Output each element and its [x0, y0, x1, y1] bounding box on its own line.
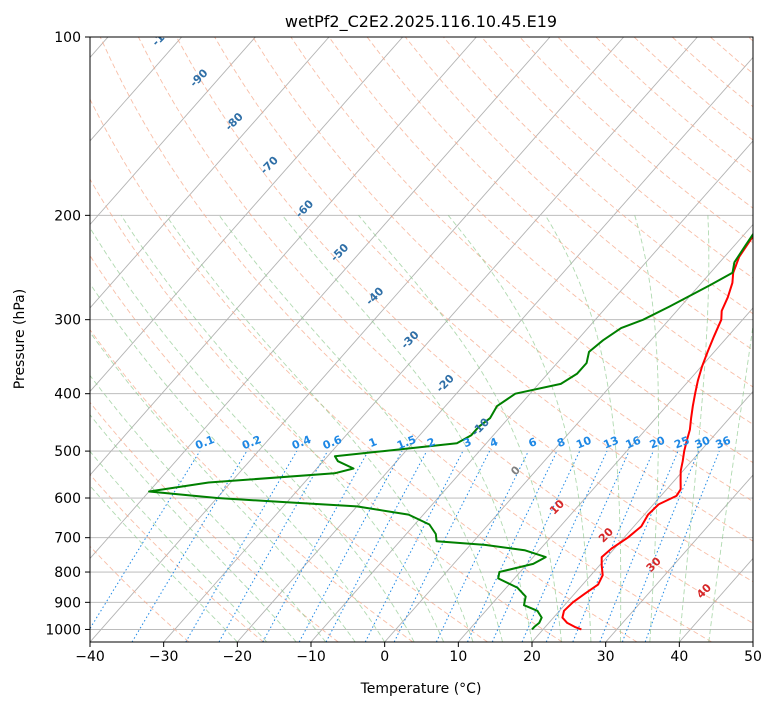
dry-adiabat-line: [176, 37, 753, 583]
dry-adiabat-line: [90, 178, 563, 642]
x-tick-label: 20: [523, 649, 541, 665]
isotherm-line: [90, 37, 625, 642]
dry-adiabat-line: [90, 473, 264, 642]
moist-adiabat-line: [544, 215, 622, 642]
y-tick-label: 500: [54, 444, 81, 460]
sounding-series: [148, 232, 753, 631]
x-tick-label: −30: [149, 649, 179, 665]
moist-adiabat-line: [165, 215, 474, 642]
y-tick-label: 800: [54, 565, 81, 581]
isotherm-line: [384, 223, 753, 642]
y-tick-label: 100: [54, 30, 81, 46]
moist-adiabat-line: [90, 282, 386, 642]
y-tick-label: 400: [54, 387, 81, 403]
dry-adiabat-line: [90, 328, 414, 642]
x-tick-label: 30: [597, 649, 615, 665]
x-axis-ticks: −40 −30 −20 −10 0 10 20 30 40 50: [75, 642, 762, 665]
mixing-ratio-label: 2: [425, 435, 437, 450]
moist-adiabat-line: [358, 215, 562, 642]
mixing-ratio-label: 16: [624, 434, 643, 452]
dry-adiabat-line: [137, 37, 753, 624]
mixing-ratio-line: [393, 450, 491, 642]
mixing-ratio-label: 1: [367, 435, 379, 450]
x-tick-label: −40: [75, 649, 105, 665]
x-tick-label: 50: [744, 649, 762, 665]
moist-adiabat-line: [678, 215, 710, 642]
dry-adiabat-line: [328, 37, 753, 425]
dry-adiabat-line: [99, 37, 712, 642]
isotherm-line: [90, 37, 551, 560]
x-tick-label: 0: [380, 649, 389, 665]
y-tick-label: 600: [54, 491, 81, 507]
moist-adiabat-line: [90, 414, 297, 642]
x-tick-label: −20: [223, 649, 253, 665]
moist-adiabat-line: [90, 450, 268, 642]
dry-adiabat-line: [290, 37, 753, 464]
dry-adiabat-line: [404, 37, 753, 351]
y-tick-label: 1000: [45, 622, 81, 638]
isotherm-line: [163, 37, 698, 642]
mixing-ratio-label: 36: [714, 434, 733, 452]
mixing-ratio-label: 20: [648, 434, 667, 452]
plot-frame: [89, 36, 754, 643]
y-tick-label: 900: [54, 595, 81, 611]
isotherm-line: [236, 56, 753, 642]
dry-adiabat-line: [90, 254, 488, 642]
isotherm-line: [90, 37, 256, 226]
mixing-ratio-line: [325, 450, 428, 642]
x-tick-label: 10: [449, 649, 467, 665]
mixing-ratio-line: [644, 450, 720, 642]
dry-adiabat-line: [90, 401, 339, 642]
dewpoint-line: [148, 232, 753, 631]
dry-adiabat-line: [90, 98, 638, 642]
moist-adiabat-line: [90, 227, 415, 642]
mixing-ratio-label: 13: [602, 434, 621, 452]
dry-adiabat-line: [214, 37, 753, 542]
moist-adiabat-line: [282, 215, 533, 642]
mixing-ratio-label: 30: [693, 434, 712, 452]
y-tick-label: 700: [54, 531, 81, 547]
y-tick-label: 300: [54, 313, 81, 329]
moist-adiabat-line: [90, 485, 238, 642]
mixing-ratio-label: 3: [461, 435, 473, 450]
isotherm-line: [457, 307, 753, 642]
y-axis-label: Pressure (hPa): [12, 289, 28, 389]
isotherm-line: [90, 37, 183, 142]
mixing-ratio-line: [621, 450, 699, 642]
mixing-ratio-line: [521, 450, 608, 642]
plot-area: [90, 37, 753, 642]
mixing-ratio-line: [131, 450, 248, 642]
mixing-ratio-label: 10: [574, 434, 593, 452]
isotherm-line: [90, 37, 330, 309]
mixing-ratio-line: [572, 450, 654, 642]
mixing-ratio-line: [298, 450, 403, 642]
mixing-ratio-line: [262, 450, 369, 642]
chart-title: wetPf2_C2E2.2025.116.10.45.E19: [285, 12, 557, 32]
x-tick-label: −10: [296, 649, 326, 665]
moist-adiabat-line: [90, 331, 356, 642]
temperature-line: [561, 235, 753, 631]
dry-adiabat-label: -100: [149, 20, 178, 49]
isotherm-line: [605, 474, 753, 642]
moist-adiabat-line: [634, 215, 660, 642]
mixing-ratio-label: 25: [672, 434, 691, 452]
x-axis-label: Temperature (°C): [360, 681, 482, 697]
isotherm-line: [90, 37, 404, 393]
dry-adiabat-line: [443, 37, 753, 315]
x-tick-label: 40: [670, 649, 688, 665]
y-axis-ticks: 1000 900 800 700 600 500 400 300 200 100: [45, 30, 90, 638]
mixing-ratio-line: [545, 450, 630, 642]
moist-adiabat-line: [218, 215, 503, 642]
isotherm-line: [90, 37, 477, 476]
moist-adiabat-line: [90, 374, 327, 642]
moist-adiabat-line: [120, 215, 445, 642]
mixing-ratio-label: 8: [555, 435, 567, 450]
y-tick-label: 200: [54, 208, 81, 224]
mixing-ratio-line: [599, 450, 679, 642]
moist-adiabats: [90, 215, 753, 642]
moist-adiabat-line: [708, 322, 753, 642]
